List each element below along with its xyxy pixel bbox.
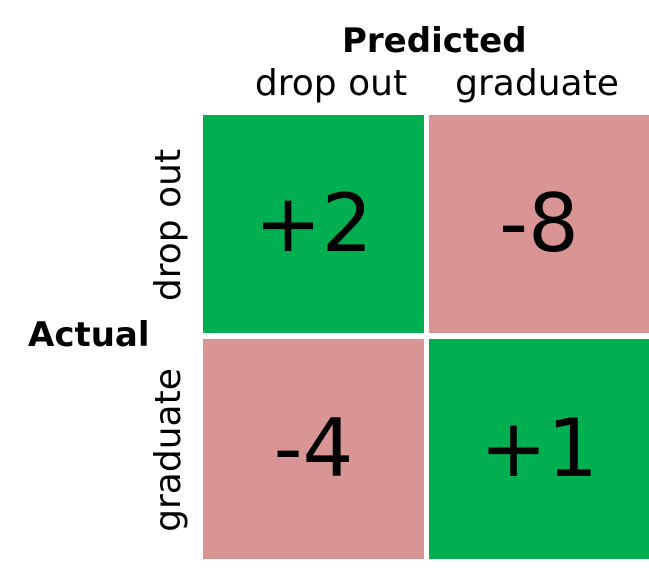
row-label-graduate: graduate [148, 368, 189, 532]
matrix-cell-dropout-dropout: +2 [203, 115, 424, 333]
matrix-cell-dropout-graduate: -8 [429, 115, 649, 333]
column-label-drop-out: drop out [254, 63, 408, 104]
column-label-graduate: graduate [455, 63, 619, 104]
matrix-cell-graduate-graduate: +1 [429, 339, 649, 559]
matrix-cell-graduate-dropout: -4 [203, 339, 424, 559]
predicted-axis-title: Predicted [342, 21, 527, 61]
actual-axis-title: Actual [28, 315, 150, 355]
row-label-drop-out: drop out [148, 148, 189, 302]
